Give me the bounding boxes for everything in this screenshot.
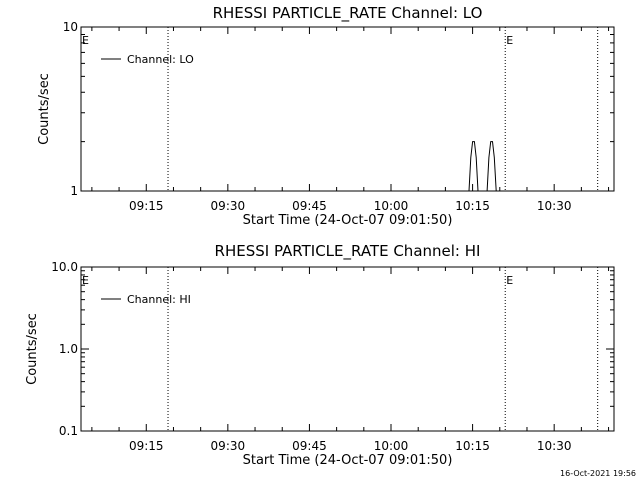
x-tick-label: 10:15 [455,439,490,453]
event-mark: E [82,274,89,287]
event-mark: E [506,274,513,287]
x-axis-label: Start Time (24-Oct-07 09:01:50) [243,213,453,228]
y-axis-label: Counts/sec [37,73,52,145]
legend-label: Channel: HI [127,293,191,306]
x-tick-label: 10:00 [374,439,409,453]
legend-label: Channel: LO [127,53,194,66]
x-tick-label: 10:00 [374,199,409,213]
x-tick-label: 09:15 [129,439,164,453]
x-tick-label: 10:30 [537,199,572,213]
x-tick-label: 10:15 [455,199,490,213]
chart-title: RHESSI PARTICLE_RATE Channel: HI [215,242,481,261]
x-tick-label: 09:30 [211,199,246,213]
chart-title: RHESSI PARTICLE_RATE Channel: LO [213,4,483,23]
y-axis-label: Counts/sec [25,313,40,385]
x-tick-label: 09:30 [211,439,246,453]
plot-frame [80,26,615,192]
x-tick-label: 10:30 [537,439,572,453]
x-tick-label: 09:45 [292,439,327,453]
x-axis-label: Start Time (24-Oct-07 09:01:50) [243,453,453,468]
y-tick-label: 0.1 [59,424,78,438]
x-tick-label: 09:15 [129,199,164,213]
y-tick-label: 1 [70,184,78,198]
series-line-channel-lo [468,141,497,192]
x-tick-label: 09:45 [292,199,327,213]
y-tick-label: 10.0 [51,260,78,274]
plot-timestamp: 16-Oct-2021 19:56 [560,469,636,478]
y-tick-label: 10 [63,20,78,34]
plot-frame [80,266,615,432]
y-tick-label: 1.0 [59,342,78,356]
event-mark: E [82,34,89,47]
event-mark: E [506,34,513,47]
